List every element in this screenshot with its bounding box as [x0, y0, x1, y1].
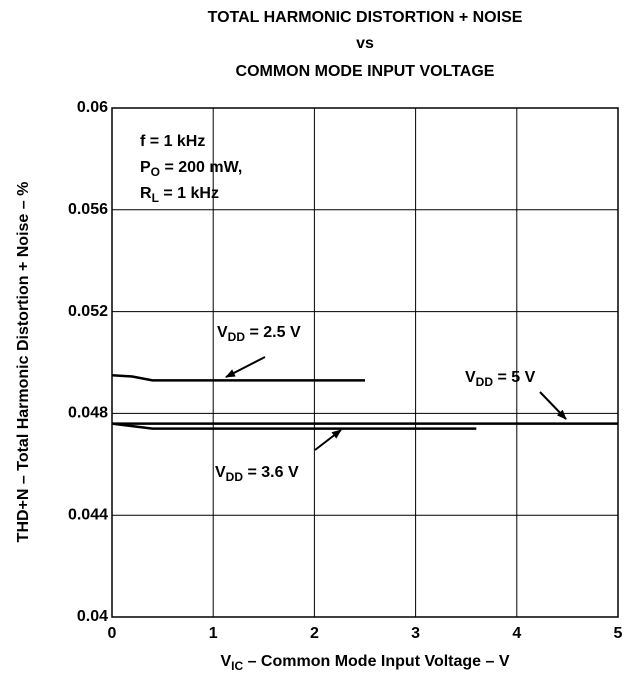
y-tick-label: 0.048 [68, 405, 108, 422]
arrows [225, 356, 567, 451]
series-label-base: V [465, 369, 476, 386]
series-label: VDD = 2.5 V [217, 324, 301, 344]
series-label-sub: DD [476, 375, 494, 389]
x-tick-label: 2 [310, 625, 319, 642]
x-tick-label: 0 [108, 625, 117, 642]
series-line [111, 422, 477, 430]
arrow [539, 391, 567, 420]
condition-label: RL = 1 kHz [140, 185, 219, 205]
series-label-sub: DD [226, 470, 244, 484]
chart-title: COMMON MODE INPUT VOLTAGE [236, 63, 495, 80]
condition-label: PO = 200 mW, [140, 159, 242, 179]
x-axis-label-rest: – Common Mode Input Voltage – V [243, 653, 510, 670]
series-label-rest: = 2.5 V [245, 324, 301, 341]
arrow [314, 429, 342, 451]
chart-title: TOTAL HARMONIC DISTORTION + NOISE [208, 9, 523, 26]
y-axis-label: THD+N – Total Harmonic Distortion + Nois… [15, 182, 32, 543]
condition-label-rest: = 1 kHz [159, 185, 219, 202]
series-label-rest: = 3.6 V [243, 464, 299, 481]
chart-title: vs [356, 35, 374, 52]
series-label-sub: DD [228, 330, 246, 344]
series-label-base: V [217, 324, 228, 341]
condition-label: f = 1 kHz [140, 133, 205, 150]
y-tick-label: 0.04 [77, 608, 108, 625]
condition-label-sub: L [152, 191, 159, 205]
condition-label-sub: O [151, 165, 160, 179]
arrow [225, 356, 266, 378]
series-label: VDD = 5 V [465, 369, 536, 389]
x-tick-label: 1 [209, 625, 218, 642]
x-tick-label: 5 [614, 625, 623, 642]
x-tick-label: 4 [512, 625, 521, 642]
series-label: VDD = 3.6 V [215, 464, 299, 484]
condition-label-base: R [140, 185, 152, 202]
series-line [111, 373, 365, 382]
condition-label-rest: = 200 mW, [160, 159, 242, 176]
y-tick-label: 0.044 [68, 506, 108, 523]
condition-label-base: P [140, 159, 151, 176]
x-axis-label-base: V [220, 653, 231, 670]
plot-frame [111, 107, 619, 618]
y-tick-label: 0.056 [68, 201, 108, 218]
x-axis-label: VIC – Common Mode Input Voltage – V [220, 653, 509, 673]
series-label-base: V [215, 464, 226, 481]
series-label-rest: = 5 V [493, 369, 536, 386]
x-axis-label-sub: IC [231, 659, 243, 673]
x-tick-label: 3 [411, 625, 420, 642]
condition-label-base: f = 1 kHz [140, 133, 205, 150]
y-tick-label: 0.06 [77, 99, 108, 116]
y-tick-label: 0.052 [68, 303, 108, 320]
